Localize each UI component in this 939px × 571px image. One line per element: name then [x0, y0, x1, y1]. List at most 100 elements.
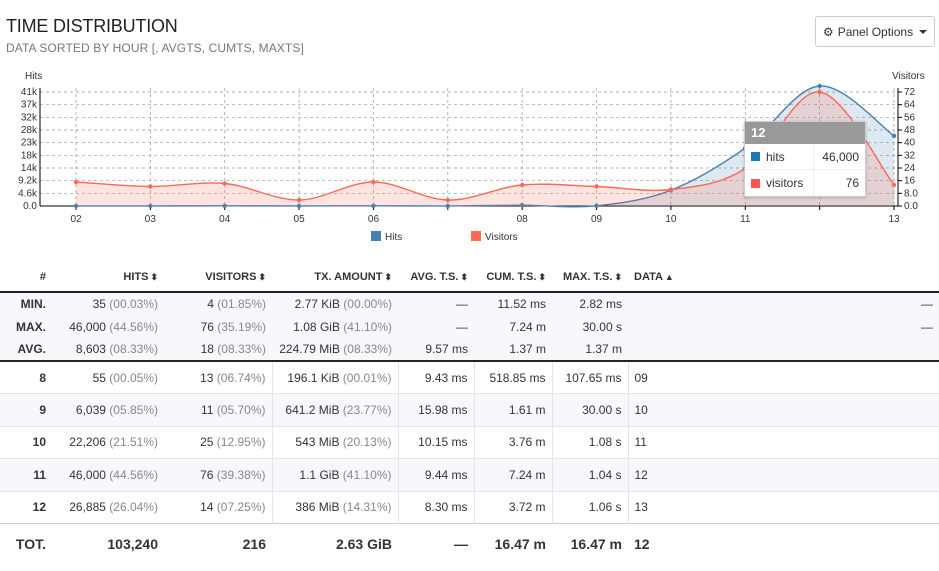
stat-label: MAX. — [0, 315, 52, 338]
stat-avg: — — [398, 315, 474, 338]
stat-max: 30.00 s — [552, 315, 628, 338]
total-row: TOT. 103,240 216 2.63 GiB — 16.47 m 16.4… — [0, 523, 939, 564]
sort-icon: ⬍ — [258, 271, 266, 282]
stat-avg: — — [398, 292, 474, 315]
y-tick-label-right: 56 — [904, 112, 916, 123]
data-point-visitors — [891, 182, 897, 188]
panel-options-button[interactable]: ⚙ Panel Options — [815, 16, 935, 47]
row-tx: 543 MiB (20.13%) — [271, 425, 398, 459]
y-axis-label-right: Visitors — [892, 71, 925, 82]
data-point-hits — [594, 203, 599, 209]
row-hour: 8 — [0, 360, 52, 394]
stat-row-avg: AVG. 8,603 (08.33%) 18 (08.33%) 224.79 M… — [0, 338, 939, 362]
y-tick-label-left: 28k — [21, 125, 38, 136]
sort-icon: ⬍ — [384, 271, 392, 282]
legend-swatch-hits — [371, 231, 381, 241]
sort-icon: ⬍ — [614, 271, 622, 282]
legend-label-visitors: Visitors — [485, 232, 518, 243]
table-row[interactable]: 8 55 (00.05%) 13 (06.74%) 196.1 KiB (00.… — [0, 360, 939, 394]
sort-asc-icon: ▲ — [664, 271, 674, 282]
x-tick-label: 02 — [70, 214, 82, 225]
x-tick-label: 10 — [665, 214, 677, 225]
data-point-visitors — [668, 187, 674, 192]
stat-tx: 2.77 KiB (00.00%) — [272, 292, 398, 315]
row-hits: 55 (00.05%) — [52, 360, 164, 394]
data-point-hits — [222, 203, 227, 209]
y-tick-label-left: 0.0 — [23, 201, 37, 212]
row-hour: 11 — [0, 458, 52, 491]
column-header-max-ts[interactable]: MAX. T.S. ⬍ — [562, 270, 622, 283]
total-label: TOT. — [0, 523, 52, 564]
column-header-avg-ts[interactable]: AVG. T.S. ⬍ — [410, 270, 468, 283]
row-avg: 9.44 ms — [397, 458, 474, 491]
x-tick-label: 11 — [740, 214, 751, 225]
stat-data — [628, 338, 939, 362]
row-data: 10 — [627, 393, 939, 426]
total-cum: 16.47 m — [474, 523, 552, 564]
column-header-tx-amount[interactable]: TX. AMOUNT ⬍ — [314, 270, 392, 283]
row-max: 1.08 s — [551, 425, 628, 459]
table-row[interactable]: 10 22,206 (21.51%) 25 (12.95%) 543 MiB (… — [0, 425, 939, 459]
caret-down-icon — [919, 29, 928, 34]
column-header-visitors[interactable]: VISITORS ⬍ — [205, 270, 266, 283]
x-tick-label: 08 — [517, 214, 529, 225]
stat-row-min: MIN. 35 (00.03%) 4 (01.85%) 2.77 KiB (00… — [0, 292, 939, 315]
table-row[interactable]: 11 46,000 (44.56%) 76 (39.38%) 1.1 GiB (… — [0, 458, 939, 491]
legend-label-hits: Hits — [385, 232, 402, 243]
row-cum: 1.61 m — [473, 393, 552, 426]
row-max: 1.04 s — [551, 458, 628, 491]
y-tick-label-right: 72 — [904, 87, 916, 98]
data-point-visitors — [371, 179, 376, 185]
row-hour: 12 — [0, 490, 52, 524]
data-point-visitors — [296, 197, 302, 203]
y-tick-label-right: 8.0 — [904, 188, 918, 199]
stat-hits: 8,603 (08.33%) — [52, 338, 164, 362]
tooltip-title: 12 — [745, 122, 865, 144]
stat-cum: 7.24 m — [474, 315, 552, 338]
column-header-hits[interactable]: HITS ⬍ — [123, 270, 158, 283]
row-cum: 3.72 m — [473, 490, 552, 524]
table-row[interactable]: 12 26,885 (26.04%) 14 (07.25%) 386 MiB (… — [0, 490, 939, 524]
tooltip-label: visitors — [766, 176, 804, 190]
data-point-visitors — [594, 184, 599, 189]
y-axis-label-left: Hits — [25, 71, 42, 82]
data-point-hits — [891, 133, 897, 139]
stat-tx: 224.79 MiB (08.33%) — [272, 338, 398, 362]
x-tick-label: 06 — [368, 214, 380, 225]
y-tick-label-right: 0.0 — [904, 201, 918, 212]
y-tick-label-left: 23k — [21, 138, 38, 149]
stat-max: 2.82 ms — [552, 292, 628, 315]
total-hits: 103,240 — [52, 523, 164, 564]
sort-icon: ⬍ — [460, 271, 468, 282]
row-hour: 10 — [0, 425, 52, 459]
y-tick-label-left: 14k — [21, 163, 38, 174]
tooltip-row-visitors: visitors 76 — [745, 170, 865, 196]
column-header-data[interactable]: DATA ▲ — [634, 270, 674, 283]
stat-data: — — [628, 292, 939, 315]
column-header-cum-ts[interactable]: CUM. T.S. ⬍ — [486, 270, 546, 283]
total-data: 12 — [628, 523, 939, 564]
data-point-hits — [445, 203, 451, 209]
chart-tooltip: 12 hits 46,000 visitors 76 — [744, 121, 866, 197]
row-tx: 196.1 KiB (00.01%) — [271, 360, 398, 394]
y-tick-label-left: 32k — [21, 112, 38, 123]
data-point-visitors — [148, 184, 153, 189]
row-hour: 9 — [0, 393, 52, 426]
total-max: 16.47 m — [552, 523, 628, 564]
data-point-hits — [371, 203, 376, 209]
y-tick-label-left: 4.6k — [18, 188, 38, 199]
row-avg: 8.30 ms — [397, 490, 474, 524]
tooltip-value: 46,000 — [813, 143, 865, 170]
data-point-hits — [73, 203, 79, 209]
stat-label: AVG. — [0, 338, 52, 362]
stat-avg: 9.57 ms — [398, 338, 474, 362]
y-tick-label-right: 16 — [904, 176, 916, 187]
row-visitors: 11 (05.70%) — [164, 393, 272, 426]
table-header: # HITS ⬍ VISITORS ⬍ TX. AMOUNT ⬍ AVG. T.S. ⬍… — [0, 262, 939, 292]
table-row[interactable]: 9 6,039 (05.85%) 11 (05.70%) 641.2 MiB (… — [0, 393, 939, 426]
row-avg: 15.98 ms — [397, 393, 474, 426]
stat-cum: 11.52 ms — [474, 292, 552, 315]
y-tick-label-right: 24 — [904, 163, 916, 174]
y-tick-label-right: 40 — [904, 138, 916, 149]
sort-icon: ⬍ — [538, 271, 546, 282]
